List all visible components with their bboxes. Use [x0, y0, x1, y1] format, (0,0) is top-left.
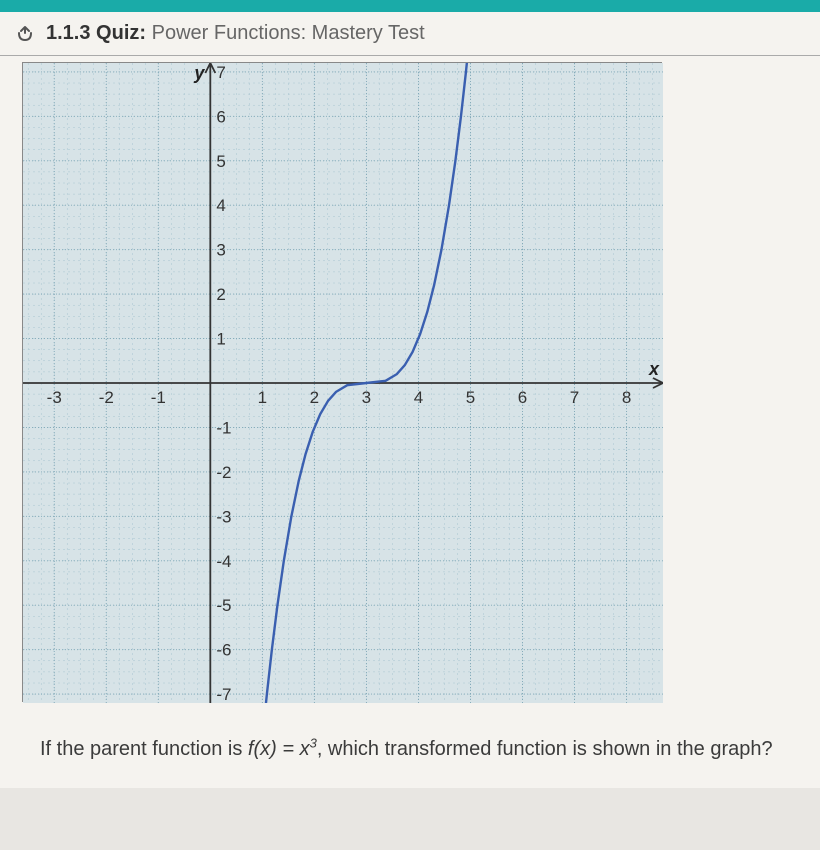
svg-text:2: 2: [310, 388, 319, 407]
svg-text:-4: -4: [216, 552, 231, 571]
question-text: If the parent function is f(x) = x3, whi…: [22, 730, 798, 768]
svg-text:7: 7: [570, 388, 579, 407]
content-area: -3 -2 -1 1 2 3 4 5 6 7 8 1 2 3 4 5 6 7 -1 -2 -3 -4 -5 -6 -7 x y If…: [0, 56, 820, 788]
page-header: 1.1.3 Quiz: Power Functions: Mastery Tes…: [0, 12, 820, 56]
svg-text:6: 6: [518, 388, 527, 407]
svg-text:5: 5: [216, 152, 225, 171]
svg-text:7: 7: [216, 63, 225, 82]
svg-text:3: 3: [362, 388, 371, 407]
header-label: Quiz:: [96, 22, 146, 44]
question-prefix: If the parent function is: [40, 738, 248, 760]
svg-text:6: 6: [216, 107, 225, 126]
header-title: 1.1.3 Quiz: Power Functions: Mastery Tes…: [46, 22, 425, 45]
function-graph: -3 -2 -1 1 2 3 4 5 6 7 8 1 2 3 4 5 6 7 -1 -2 -3 -4 -5 -6 -7 x y: [22, 62, 662, 702]
svg-text:x: x: [648, 359, 660, 379]
header-subtitle: Power Functions: Mastery Test: [152, 22, 425, 44]
question-suffix: , which transformed function is shown in…: [317, 738, 773, 760]
graph-svg: -3 -2 -1 1 2 3 4 5 6 7 8 1 2 3 4 5 6 7 -1 -2 -3 -4 -5 -6 -7 x y: [23, 63, 663, 703]
svg-text:3: 3: [216, 241, 225, 260]
svg-text:-3: -3: [47, 388, 62, 407]
svg-text:-1: -1: [151, 388, 166, 407]
svg-text:-2: -2: [216, 463, 231, 482]
question-function: f(x) = x3: [248, 738, 317, 760]
svg-text:-7: -7: [216, 685, 231, 703]
svg-text:2: 2: [216, 285, 225, 304]
svg-text:-1: -1: [216, 418, 231, 437]
svg-text:4: 4: [414, 388, 423, 407]
svg-text:-5: -5: [216, 596, 231, 615]
top-accent-bar: [0, 0, 820, 12]
svg-text:y: y: [193, 63, 205, 83]
svg-text:-2: -2: [99, 388, 114, 407]
svg-text:4: 4: [216, 196, 225, 215]
svg-text:-3: -3: [216, 507, 231, 526]
svg-text:1: 1: [216, 330, 225, 349]
svg-text:-6: -6: [216, 641, 231, 660]
svg-text:5: 5: [466, 388, 475, 407]
section-number: 1.1.3: [46, 22, 90, 44]
svg-text:8: 8: [622, 388, 631, 407]
back-arrow-icon[interactable]: [14, 23, 36, 45]
svg-text:1: 1: [258, 388, 267, 407]
